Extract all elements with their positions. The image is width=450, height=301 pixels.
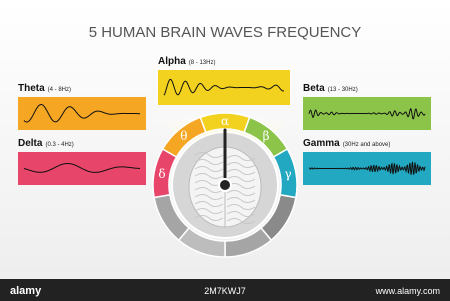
wave-range: (13 - 30Hz) xyxy=(328,87,358,93)
wave-range: (8 - 13Hz) xyxy=(189,60,216,66)
needle-hub xyxy=(218,178,232,192)
wave-line xyxy=(23,163,140,173)
wave-symbol: α xyxy=(221,114,229,128)
wave-label: Beta (13 - 30Hz) xyxy=(303,83,358,94)
diagram: Delta (0.3 - 4Hz) Theta (4 - 8Hz) Alpha (8 - … xyxy=(18,56,431,258)
wave-symbol: γ xyxy=(284,167,291,181)
brain-fold xyxy=(194,152,256,161)
brain-fold xyxy=(194,201,256,210)
wave-name: Alpha xyxy=(158,56,186,67)
wave-range: (30Hz and above) xyxy=(343,142,391,148)
wave-name: Theta xyxy=(18,83,45,94)
wave-name: Beta xyxy=(303,83,325,94)
wave-label: Theta (4 - 8Hz) xyxy=(18,83,71,94)
brain-fold xyxy=(194,166,256,175)
brain-fold xyxy=(194,194,256,203)
wave-line xyxy=(308,161,426,175)
wave-line xyxy=(308,108,426,120)
wave-name: Delta xyxy=(18,138,43,149)
wave-symbol: θ xyxy=(180,129,187,143)
brain-fold xyxy=(194,208,256,217)
footer-brand: alamy xyxy=(10,285,42,297)
footer-bar xyxy=(0,279,450,301)
wave-box xyxy=(158,70,290,105)
wave-symbol: β xyxy=(263,129,270,143)
dial-band xyxy=(272,147,298,199)
footer-image-id: 2M7KWJ7 xyxy=(204,286,246,296)
wave-label: Delta (0.3 - 4Hz) xyxy=(18,138,74,149)
wave-range: (4 - 8Hz) xyxy=(48,87,71,93)
wave-label: Alpha (8 - 13Hz) xyxy=(158,56,215,67)
wave-symbol: δ xyxy=(158,167,165,181)
footer-url: www.alamy.com xyxy=(375,286,440,296)
brain-fold xyxy=(194,187,256,196)
wave-line xyxy=(163,78,285,96)
brain-fold xyxy=(194,159,256,168)
brain-fold xyxy=(194,173,256,182)
wave-range: (0.3 - 4Hz) xyxy=(45,142,73,148)
title: 5 HUMAN BRAIN WAVES FREQUENCY xyxy=(89,24,362,41)
wave-line xyxy=(23,104,141,123)
brain-fold xyxy=(194,215,256,224)
wave-name: Gamma xyxy=(303,138,340,149)
wave-label: Gamma (30Hz and above) xyxy=(303,138,390,149)
